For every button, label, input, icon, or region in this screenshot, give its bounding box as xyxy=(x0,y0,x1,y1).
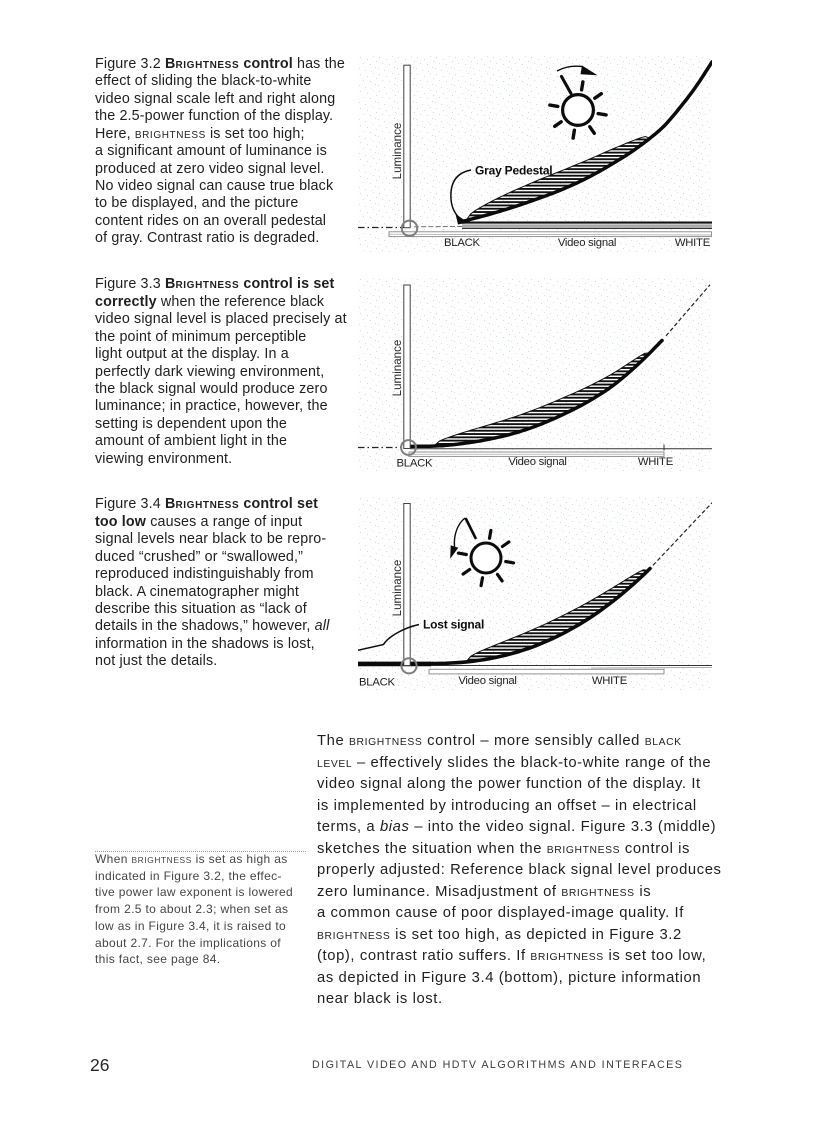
svg-text:Video signal: Video signal xyxy=(558,237,616,249)
svg-text:WHITE: WHITE xyxy=(592,675,628,687)
svg-text:WHITE: WHITE xyxy=(638,456,674,468)
svg-text:Luminance: Luminance xyxy=(391,340,404,397)
svg-text:Video signal: Video signal xyxy=(508,456,566,468)
svg-text:BLACK: BLACK xyxy=(359,677,396,689)
svg-text:Lost signal: Lost signal xyxy=(423,618,484,632)
svg-text:Luminance: Luminance xyxy=(391,560,404,617)
svg-text:BLACK: BLACK xyxy=(444,237,481,249)
svg-text:Luminance: Luminance xyxy=(391,123,404,180)
svg-text:Video signal: Video signal xyxy=(458,675,516,687)
svg-text:BLACK: BLACK xyxy=(397,458,434,470)
svg-text:WHITE: WHITE xyxy=(675,237,711,249)
svg-text:Gray Pedestal: Gray Pedestal xyxy=(475,164,552,178)
